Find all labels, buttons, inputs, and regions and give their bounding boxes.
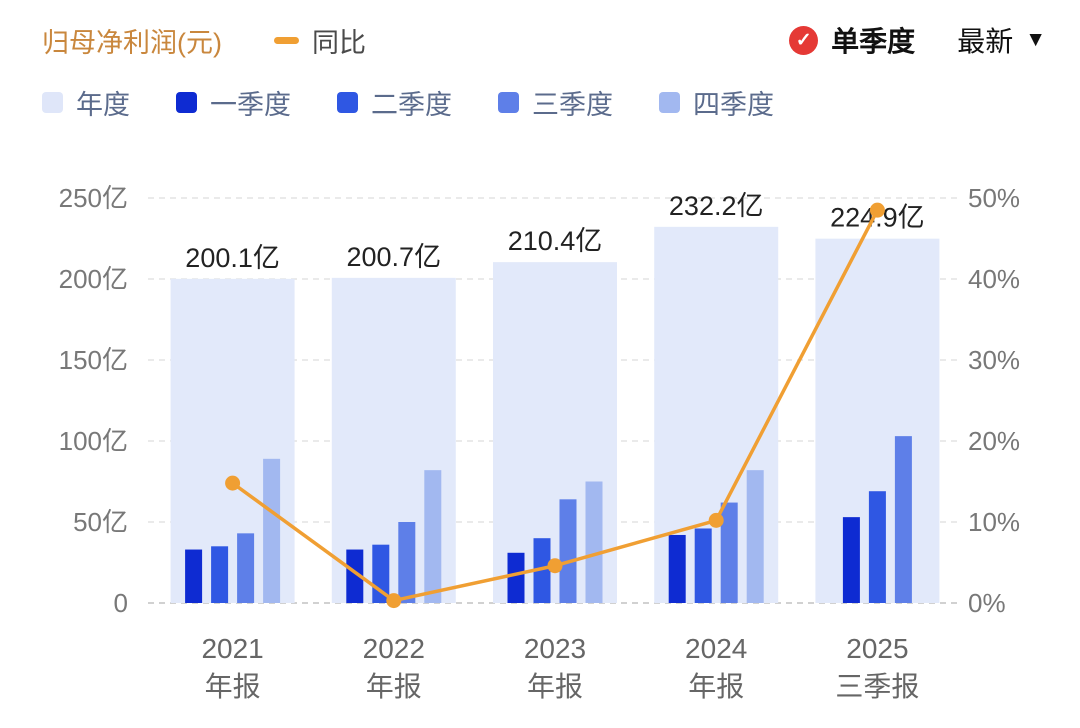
legend-label: 一季度 bbox=[210, 90, 291, 120]
yoy-dot bbox=[547, 558, 563, 574]
yoy-dot bbox=[708, 512, 724, 528]
legend-label: 年度 bbox=[76, 90, 130, 120]
annual-value-label: 210.4亿 bbox=[508, 226, 603, 256]
legend-label: 三季度 bbox=[532, 90, 613, 120]
left-axis-tick: 100亿 bbox=[59, 426, 128, 456]
quarter-bar[interactable] bbox=[868, 491, 886, 603]
header-controls: ✓ 单季度 最新 ▼ bbox=[789, 20, 1046, 60]
quarter-bar[interactable] bbox=[559, 499, 577, 603]
annual-value-label: 232.2亿 bbox=[669, 191, 764, 221]
x-axis-label-period: 年报 bbox=[205, 671, 261, 702]
yoy-legend-label: 同比 bbox=[311, 27, 366, 58]
quarter-bar[interactable] bbox=[237, 533, 255, 603]
quarter-bar[interactable] bbox=[185, 549, 203, 603]
right-axis-tick: 50% bbox=[968, 183, 1020, 213]
latest-dropdown[interactable]: 最新 ▼ bbox=[957, 20, 1046, 60]
right-axis-tick: 30% bbox=[968, 345, 1020, 375]
latest-label: 最新 bbox=[957, 26, 1014, 57]
quarter-bar[interactable] bbox=[533, 538, 551, 603]
x-axis-label-period: 三季报 bbox=[835, 671, 919, 702]
quarter-bar[interactable] bbox=[263, 458, 281, 603]
legend-label: 四季度 bbox=[693, 90, 774, 120]
left-axis-tick: 150亿 bbox=[59, 345, 128, 375]
legend-item-annual[interactable]: 年度 bbox=[42, 83, 130, 122]
yoy-legend: 同比 bbox=[273, 21, 366, 60]
quarter-bar[interactable] bbox=[398, 522, 416, 603]
right-axis-tick: 0% bbox=[968, 588, 1006, 618]
legend-swatch-q2 bbox=[337, 92, 358, 113]
check-circle-icon[interactable]: ✓ bbox=[789, 25, 819, 55]
quarter-bar[interactable] bbox=[346, 549, 364, 603]
series-legend: 年度 一季度 二季度 三季度 四季度 bbox=[42, 83, 774, 122]
legend-item-q2[interactable]: 二季度 bbox=[337, 83, 452, 122]
x-axis-label-year: 2022 bbox=[363, 633, 425, 664]
chart-title: 归母净利润(元) bbox=[42, 27, 222, 58]
quarter-bar[interactable] bbox=[507, 552, 525, 603]
legend-swatch-q4 bbox=[659, 92, 680, 113]
left-axis-tick: 50亿 bbox=[73, 507, 128, 537]
yoy-dot bbox=[225, 475, 241, 491]
quarter-bar[interactable] bbox=[211, 546, 229, 603]
legend-item-q4[interactable]: 四季度 bbox=[659, 83, 774, 122]
quarter-bar[interactable] bbox=[694, 528, 712, 603]
x-axis-label-year: 2024 bbox=[685, 633, 747, 664]
x-axis-label-year: 2021 bbox=[201, 633, 263, 664]
x-axis-label-period: 年报 bbox=[366, 671, 422, 702]
right-axis-tick: 10% bbox=[968, 507, 1020, 537]
left-axis-tick: 0 bbox=[114, 588, 128, 618]
annual-value-label: 200.7亿 bbox=[347, 242, 442, 272]
left-axis-tick: 250亿 bbox=[59, 183, 128, 213]
left-axis-tick: 200亿 bbox=[59, 264, 128, 294]
quarter-bar[interactable] bbox=[424, 470, 442, 603]
legend-item-q1[interactable]: 一季度 bbox=[176, 83, 291, 122]
yoy-line-icon bbox=[273, 36, 299, 44]
legend-swatch-q1 bbox=[176, 92, 197, 113]
title-group: 归母净利润(元) 同比 bbox=[42, 21, 366, 60]
quarter-bar[interactable] bbox=[842, 517, 860, 603]
yoy-dot bbox=[869, 202, 885, 218]
legend-swatch-q3 bbox=[498, 92, 519, 113]
x-axis-label-year: 2023 bbox=[524, 633, 586, 664]
yoy-dot bbox=[386, 593, 402, 609]
quarter-bar[interactable] bbox=[720, 502, 738, 603]
annual-value-label: 200.1亿 bbox=[185, 243, 280, 273]
quarter-bar[interactable] bbox=[585, 481, 603, 604]
quarter-bar[interactable] bbox=[668, 534, 686, 603]
right-axis-tick: 40% bbox=[968, 264, 1020, 294]
quarter-mode-label[interactable]: 单季度 bbox=[831, 26, 916, 57]
right-axis-tick: 20% bbox=[968, 426, 1020, 456]
chart-header: 归母净利润(元) 同比 ✓ 单季度 最新 ▼ bbox=[42, 20, 1046, 60]
caret-down-icon: ▼ bbox=[1025, 28, 1046, 51]
legend-label: 二季度 bbox=[371, 90, 452, 120]
quarter-bar[interactable] bbox=[894, 436, 912, 603]
x-axis-label-period: 年报 bbox=[527, 671, 583, 702]
x-axis-label-year: 2025 bbox=[846, 633, 908, 664]
legend-item-q3[interactable]: 三季度 bbox=[498, 83, 613, 122]
quarter-bar[interactable] bbox=[746, 470, 764, 603]
x-axis-label-period: 年报 bbox=[688, 671, 744, 702]
legend-swatch-annual bbox=[42, 92, 63, 113]
